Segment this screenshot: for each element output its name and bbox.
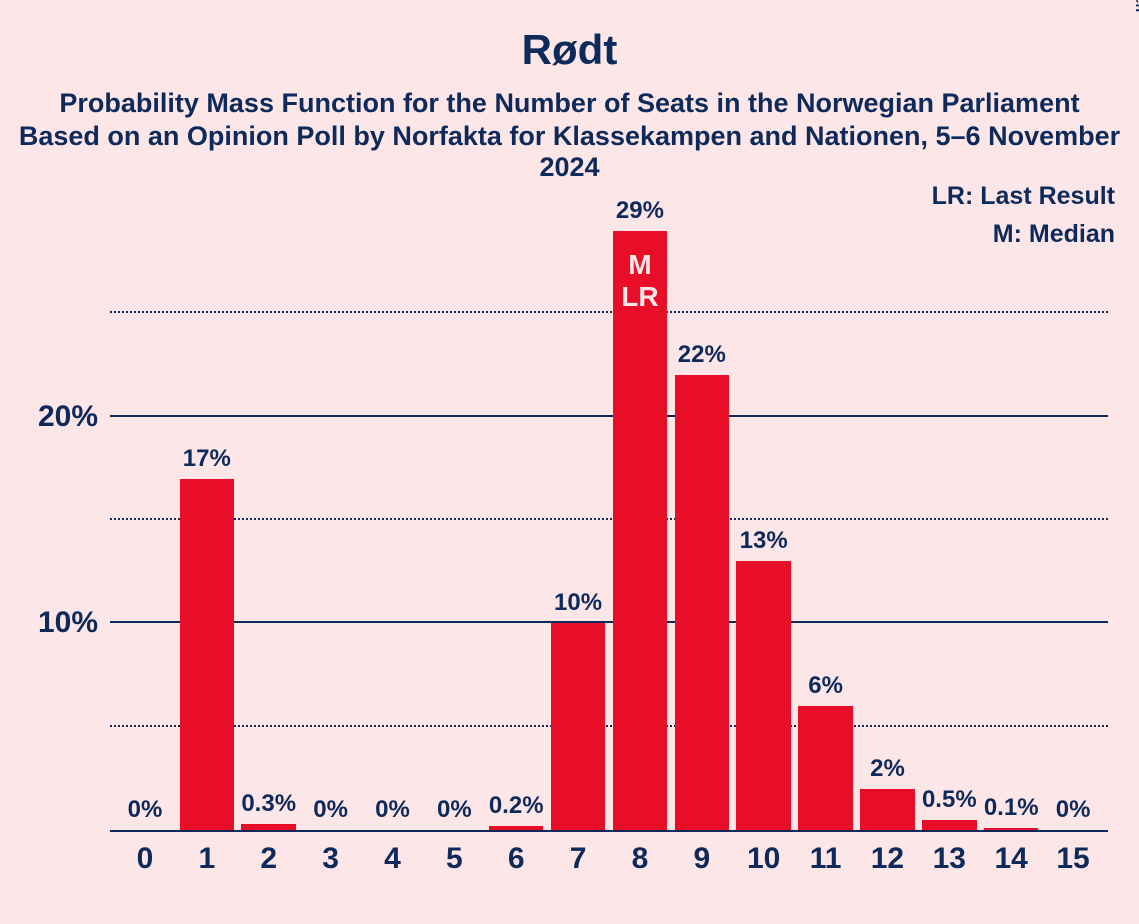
bars-container: 0%17%0.3%0%0%0%0.2%10%29%MLR22%13%6%2%0.… bbox=[110, 210, 1108, 830]
bar: 10% bbox=[551, 623, 605, 830]
bar-slot: 2% bbox=[857, 210, 919, 830]
bar: 29%MLR bbox=[613, 231, 667, 830]
x-axis-label: 4 bbox=[362, 842, 424, 876]
bar-value-label: 13% bbox=[740, 527, 788, 561]
bar-slot: 0.2% bbox=[485, 210, 547, 830]
x-axis-label: 0 bbox=[114, 842, 176, 876]
bar: 13% bbox=[736, 561, 790, 830]
bar-value-label: 17% bbox=[183, 445, 231, 479]
bar-slot: 0.1% bbox=[980, 210, 1042, 830]
copyright: © 2024 Filip van Laenen bbox=[1133, 0, 1139, 12]
bar-value-label: 6% bbox=[808, 672, 843, 706]
bar-value-label: 10% bbox=[554, 589, 602, 623]
bar-slot: 13% bbox=[733, 210, 795, 830]
bar-slot: 0% bbox=[114, 210, 176, 830]
x-axis-labels: 0123456789101112131415 bbox=[110, 842, 1108, 876]
bar-slot: 17% bbox=[176, 210, 238, 830]
x-axis-label: 1 bbox=[176, 842, 238, 876]
bar-slot: 0.3% bbox=[238, 210, 300, 830]
x-axis-label: 13 bbox=[918, 842, 980, 876]
bar: 22% bbox=[675, 375, 729, 830]
bar-slot: 22% bbox=[671, 210, 733, 830]
bar-value-label: 0.2% bbox=[489, 792, 544, 826]
x-axis-label: 2 bbox=[238, 842, 300, 876]
x-axis-label: 7 bbox=[547, 842, 609, 876]
bar: 2% bbox=[860, 789, 914, 830]
chart-subtitle-2: Based on an Opinion Poll by Norfakta for… bbox=[0, 119, 1139, 183]
bar-value-label: 0.3% bbox=[241, 790, 296, 824]
x-axis-label: 3 bbox=[300, 842, 362, 876]
bar-slot: 0.5% bbox=[918, 210, 980, 830]
bar-slot: 0% bbox=[423, 210, 485, 830]
bar-slot: 0% bbox=[300, 210, 362, 830]
bar: 0.5% bbox=[922, 820, 976, 830]
bar-value-label: 29% bbox=[616, 197, 664, 231]
bar-value-label: 0% bbox=[375, 796, 410, 830]
bar-value-label: 0% bbox=[128, 796, 163, 830]
x-axis-label: 11 bbox=[795, 842, 857, 876]
x-axis-label: 10 bbox=[733, 842, 795, 876]
x-axis-label: 5 bbox=[423, 842, 485, 876]
bar-slot: 29%MLR bbox=[609, 210, 671, 830]
chart-title: Rødt bbox=[0, 0, 1139, 74]
x-axis-label: 12 bbox=[857, 842, 919, 876]
y-axis-label: 20% bbox=[38, 400, 110, 434]
bar-slot: 0% bbox=[1042, 210, 1104, 830]
y-axis-label: 10% bbox=[38, 606, 110, 640]
bar-value-label: 0% bbox=[313, 796, 348, 830]
chart-plot-area: 10%20% 0%17%0.3%0%0%0%0.2%10%29%MLR22%13… bbox=[110, 210, 1108, 830]
bar-value-label: 22% bbox=[678, 341, 726, 375]
bar-value-label: 2% bbox=[870, 755, 905, 789]
bar-annotation: MLR bbox=[621, 249, 658, 313]
bar-value-label: 0% bbox=[1056, 796, 1091, 830]
x-axis-label: 8 bbox=[609, 842, 671, 876]
bar-slot: 10% bbox=[547, 210, 609, 830]
x-axis-label: 14 bbox=[980, 842, 1042, 876]
bar-slot: 0% bbox=[362, 210, 424, 830]
x-axis-label: 15 bbox=[1042, 842, 1104, 876]
bar-value-label: 0.5% bbox=[922, 786, 977, 820]
x-axis-line bbox=[110, 830, 1108, 832]
bar-slot: 6% bbox=[795, 210, 857, 830]
bar-value-label: 0% bbox=[437, 796, 472, 830]
bar: 17% bbox=[180, 479, 234, 830]
x-axis-label: 9 bbox=[671, 842, 733, 876]
chart-subtitle-1: Probability Mass Function for the Number… bbox=[0, 74, 1139, 119]
x-axis-label: 6 bbox=[485, 842, 547, 876]
bar-value-label: 0.1% bbox=[984, 794, 1039, 828]
bar: 6% bbox=[798, 706, 852, 830]
